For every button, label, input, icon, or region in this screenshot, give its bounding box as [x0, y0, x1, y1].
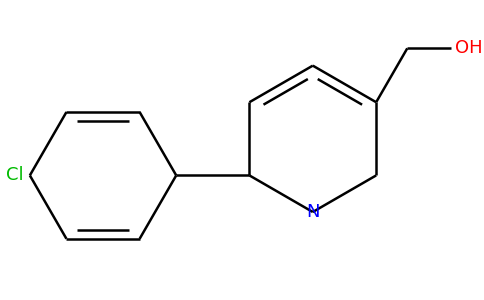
Text: Cl: Cl — [6, 167, 24, 184]
Text: N: N — [306, 203, 319, 221]
Text: OH: OH — [455, 39, 483, 57]
